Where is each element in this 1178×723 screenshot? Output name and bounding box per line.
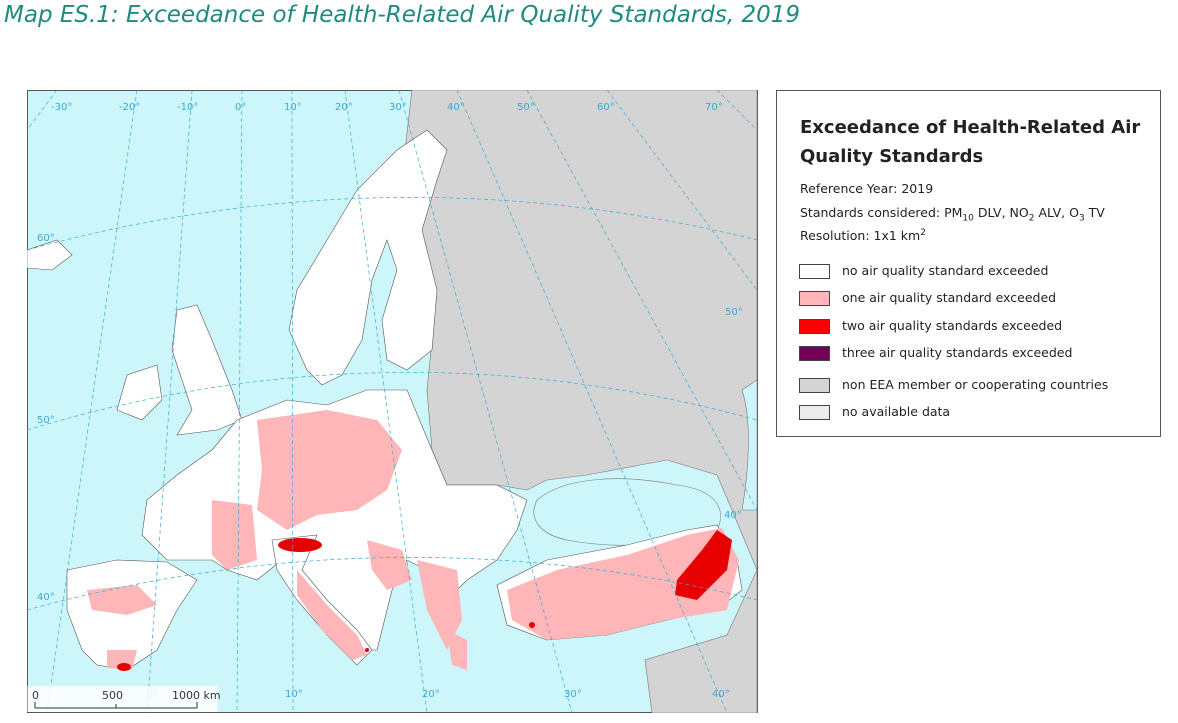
graticule-line [27, 90, 58, 131]
area [365, 648, 369, 652]
area [529, 622, 535, 628]
legend: Exceedance of Health-Related Air Quality… [776, 90, 1161, 437]
area [278, 538, 322, 552]
one-exceedance [87, 410, 739, 670]
graticule-line [456, 90, 728, 713]
reference-year: Reference Year: 2019 [800, 181, 934, 196]
legend-label: one air quality standard exceeded [842, 290, 1057, 305]
area [212, 500, 257, 570]
graticule-label: 40° [712, 689, 730, 700]
standards: Standards considered: PM10 DLV, NO2 ALV,… [800, 205, 1105, 224]
graticule-line [291, 90, 294, 713]
graticule-label: 50° [725, 307, 743, 318]
iberia [66, 559, 198, 671]
area [87, 585, 157, 615]
legend-swatch [799, 319, 830, 334]
graticule-label: 10° [284, 102, 302, 113]
graticule-label: 0° [235, 102, 246, 113]
scale-line [34, 702, 198, 709]
legend-swatch [799, 291, 830, 306]
legend-item: no air quality standard exceeded [799, 263, 1048, 279]
graticule-label: 10° [285, 689, 303, 700]
legend-swatch [799, 264, 830, 279]
legend-label: two air quality standards exceeded [842, 318, 1063, 333]
subscript: 2 [1028, 213, 1035, 224]
graticule-label: 20° [422, 689, 440, 700]
graticule [27, 90, 758, 713]
graticule-label: -20° [119, 102, 140, 113]
graticule-labels: -30° -20° -10° 0° 10° 20° 30° 40° 50° 60… [37, 102, 743, 700]
map-title: Map ES.1: Exceedance of Health-Related A… [4, 2, 801, 28]
graticule-label: 40° [447, 102, 465, 113]
scale-label: 1000 km [172, 689, 221, 702]
legend-swatch [799, 346, 830, 361]
graticule-label: 20° [335, 102, 353, 113]
graticule-line [27, 372, 758, 431]
legend-swatch [799, 405, 830, 420]
legend-item: no available data [799, 404, 950, 420]
superscript: 2 [920, 228, 926, 238]
graticule-line [146, 90, 193, 713]
legend-label: no air quality standard exceeded [842, 263, 1049, 278]
text: DLV, NO [973, 205, 1029, 220]
graticule-label: -10° [177, 102, 198, 113]
text: TV [1084, 205, 1105, 220]
iceland [27, 239, 73, 271]
graticule-label: 70° [705, 102, 723, 113]
area [447, 630, 467, 670]
area [507, 528, 739, 640]
area [675, 530, 732, 600]
great-britain [171, 304, 243, 436]
legend-item: three air quality standards exceeded [799, 345, 1072, 361]
graticule-label: 30° [564, 689, 582, 700]
graticule-label: 50° [517, 102, 535, 113]
graticule-line [236, 90, 243, 713]
text: Resolution: 1x1 km [800, 228, 921, 244]
graticule-line [526, 90, 758, 511]
legend-swatch [799, 378, 830, 393]
graticule-line [27, 197, 758, 251]
graticule-label: 40° [37, 592, 55, 603]
area [367, 540, 412, 590]
area [257, 410, 402, 530]
area [417, 560, 462, 650]
subscript: 3 [1078, 213, 1085, 224]
resolution: Resolution: 1x1 km2 [800, 228, 926, 243]
subscript: 10 [962, 213, 974, 224]
map: -30° -20° -10° 0° 10° 20° 30° 40° 50° 60… [27, 90, 758, 713]
legend-label: no available data [842, 404, 951, 419]
area [117, 663, 131, 671]
graticule-label: 30° [389, 102, 407, 113]
text: ALV, O [1034, 205, 1079, 220]
graticule-label: 60° [597, 102, 615, 113]
scale-label: 0 [32, 689, 39, 702]
graticule-line [398, 90, 573, 713]
caspian-sea [741, 379, 758, 511]
legend-label: three air quality standards exceeded [842, 345, 1073, 360]
legend-item: one air quality standard exceeded [799, 290, 1056, 306]
graticule-line [716, 90, 758, 131]
ireland [116, 364, 163, 421]
two-exceedances [117, 530, 732, 671]
scandinavia [288, 129, 448, 386]
scale-label: 500 [102, 689, 123, 702]
graticule-label: 40° [724, 510, 742, 521]
legend-title: Exceedance of Health-Related Air Quality… [800, 117, 1141, 167]
graticule-label: 50° [37, 415, 55, 426]
area [297, 570, 367, 660]
graticule-label: 60° [37, 233, 55, 244]
graticule-line [27, 557, 758, 611]
legend-label: non EEA member or cooperating countries [842, 377, 1109, 392]
legend-item: two air quality standards exceeded [799, 318, 1062, 334]
graticule-label: -30° [51, 102, 72, 113]
scale-bar: 0 500 1000 km [27, 686, 221, 712]
legend-item: non EEA member or cooperating countries [799, 377, 1108, 393]
text: Standards considered: PM [800, 205, 963, 220]
